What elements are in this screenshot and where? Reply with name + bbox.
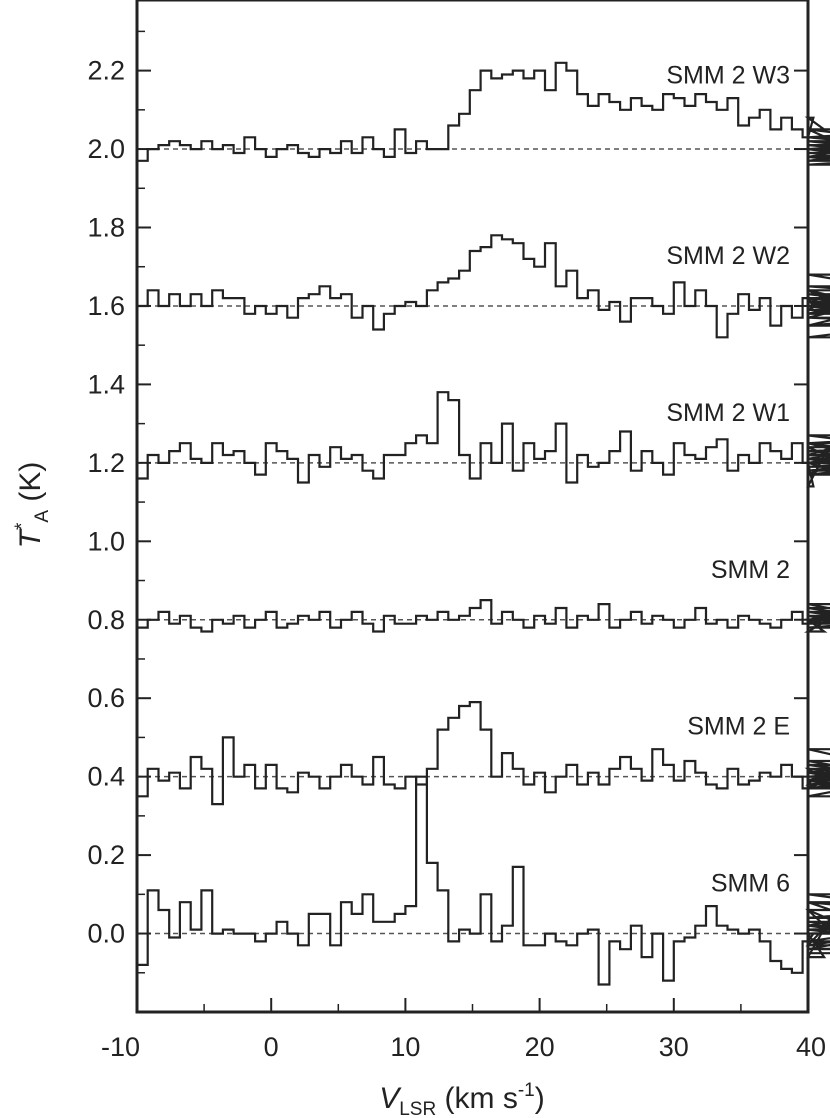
x-axis-label-sub: LSR (399, 1099, 436, 1118)
x-axis-label: VLSR (km s-1) (379, 1080, 545, 1118)
x-tick-label: 20 (525, 1032, 555, 1062)
x-tick-label: -10 (101, 1032, 140, 1062)
y-axis: 0.0 0.2 0.4 0.6 0.8 1.0 1.2 1.4 1.6 1.8 2.0 2.2 (87, 30, 808, 974)
y-tick-label: 0.8 (87, 605, 125, 635)
series-label-smm-2: SMM 2 (711, 556, 790, 584)
y-tick-label: 0.2 (87, 840, 125, 870)
x-axis: -10 0 10 20 30 40 (101, 998, 826, 1062)
x-axis-label-main: V (379, 1082, 402, 1115)
y-tick-label: 1.0 (87, 526, 125, 556)
series-labels: SMM 6 SMM 2 E SMM 2 SMM 2 W1 SMM 2 W2 SMM 2 W… (666, 62, 790, 898)
y-axis-label-sup: * (12, 522, 33, 530)
series-smm-2-w3 (137, 61, 830, 166)
y-tick-label: 0.4 (87, 762, 125, 792)
series-label-smm-2-w1: SMM 2 W1 (666, 399, 790, 427)
series-smm-2 (137, 599, 830, 633)
series-label-smm-2-e: SMM 2 E (687, 713, 790, 741)
series-group (137, 61, 830, 986)
y-axis-label: T*A (K) (12, 462, 53, 549)
y-axis-label-main: T (14, 527, 47, 548)
x-axis-label-close: ) (535, 1082, 545, 1115)
x-tick-label: 30 (659, 1032, 689, 1062)
series-label-smm-6: SMM 6 (711, 870, 790, 898)
y-tick-label: 0.6 (87, 683, 125, 713)
x-axis-label-sup: -1 (518, 1080, 535, 1101)
y-tick-label: 1.8 (87, 213, 125, 243)
y-axis-label-unit: (K) (14, 462, 47, 510)
plot-frame (135, 0, 810, 1014)
series-label-smm-2-w3: SMM 2 W3 (666, 62, 790, 90)
x-tick-label: 40 (796, 1032, 826, 1062)
series-smm-2-w2 (137, 234, 830, 339)
series-smm-2-e (137, 701, 830, 806)
series-smm-6 (137, 775, 830, 986)
x-tick-label: 0 (264, 1032, 279, 1062)
series-smm-2-w1 (137, 391, 830, 488)
series-label-smm-2-w2: SMM 2 W2 (666, 242, 790, 270)
x-tick-label: 10 (390, 1032, 420, 1062)
x-axis-label-unit: (km s (436, 1082, 518, 1115)
y-tick-label: 1.2 (87, 448, 125, 478)
y-tick-label: 1.4 (87, 369, 125, 399)
y-tick-label: 1.6 (87, 291, 125, 321)
y-axis-label-sub: A (32, 510, 53, 523)
y-tick-label: 0.0 (87, 919, 125, 949)
y-tick-label: 2.0 (87, 134, 125, 164)
y-tick-label: 2.2 (87, 56, 125, 86)
